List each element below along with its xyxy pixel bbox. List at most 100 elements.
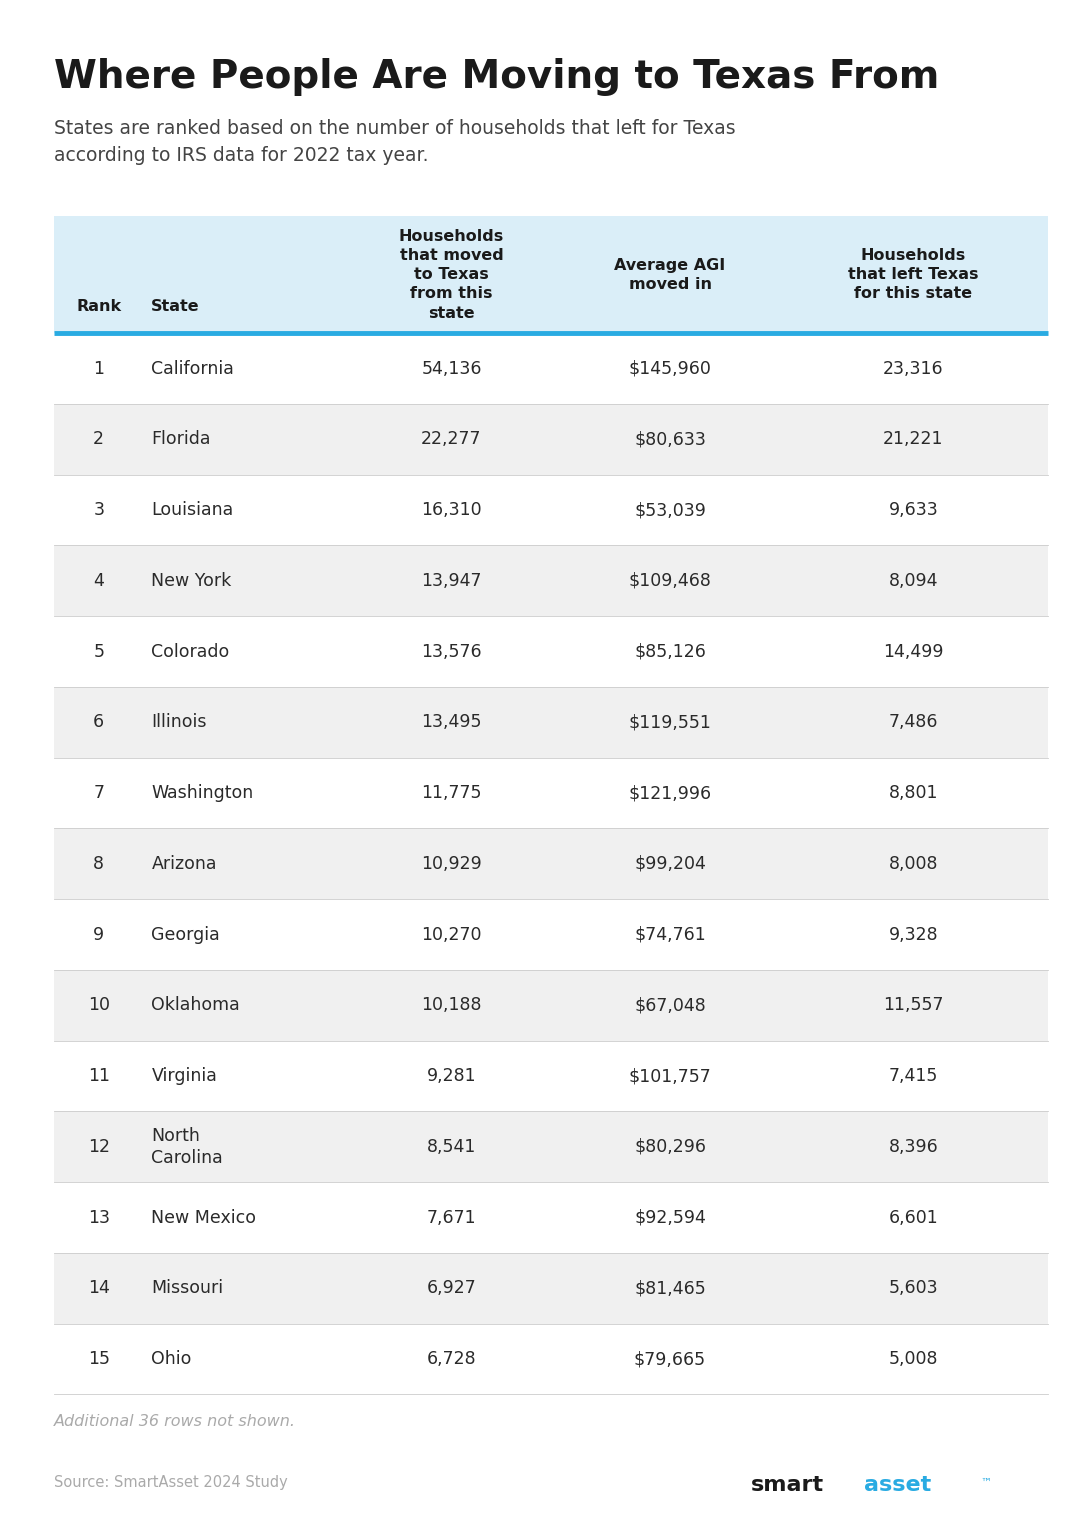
Text: 8,396: 8,396 bbox=[889, 1138, 939, 1155]
Text: 13,495: 13,495 bbox=[421, 713, 482, 732]
Text: $99,204: $99,204 bbox=[634, 855, 706, 873]
Text: 11,775: 11,775 bbox=[421, 783, 482, 802]
Text: $79,665: $79,665 bbox=[634, 1350, 706, 1369]
Text: 6,601: 6,601 bbox=[889, 1209, 939, 1227]
Text: North
Carolina: North Carolina bbox=[151, 1126, 224, 1167]
Text: Ohio: Ohio bbox=[151, 1350, 192, 1369]
Text: 7,671: 7,671 bbox=[427, 1209, 476, 1227]
Bar bbox=[54, 616, 1048, 687]
Text: Missouri: Missouri bbox=[151, 1279, 224, 1297]
Text: $74,761: $74,761 bbox=[634, 925, 706, 943]
Text: New York: New York bbox=[151, 572, 231, 590]
Bar bbox=[54, 546, 1048, 616]
Text: Where People Are Moving to Texas From: Where People Are Moving to Texas From bbox=[54, 58, 940, 96]
Text: Households
that left Texas
for this state: Households that left Texas for this stat… bbox=[848, 248, 978, 302]
Text: $81,465: $81,465 bbox=[634, 1279, 706, 1297]
Text: 8,801: 8,801 bbox=[889, 783, 939, 802]
Text: 13: 13 bbox=[87, 1209, 110, 1227]
Text: 54,136: 54,136 bbox=[421, 360, 482, 378]
Text: $119,551: $119,551 bbox=[629, 713, 712, 732]
Text: 9,328: 9,328 bbox=[889, 925, 939, 943]
Text: 9,633: 9,633 bbox=[889, 501, 939, 520]
Text: 8,541: 8,541 bbox=[427, 1138, 476, 1155]
Text: Rank: Rank bbox=[77, 299, 121, 314]
Text: 5: 5 bbox=[93, 643, 104, 660]
Text: 7: 7 bbox=[93, 783, 104, 802]
Text: 1: 1 bbox=[93, 360, 104, 378]
Text: smart: smart bbox=[751, 1475, 824, 1495]
Text: $121,996: $121,996 bbox=[629, 783, 712, 802]
Text: 11: 11 bbox=[87, 1067, 110, 1085]
Text: 10,188: 10,188 bbox=[421, 997, 482, 1015]
Bar bbox=[54, 829, 1048, 899]
Text: 10,929: 10,929 bbox=[421, 855, 482, 873]
Text: Washington: Washington bbox=[151, 783, 254, 802]
Text: $53,039: $53,039 bbox=[634, 501, 706, 520]
Text: 9: 9 bbox=[93, 925, 105, 943]
Text: 5,008: 5,008 bbox=[889, 1350, 939, 1369]
Text: 4: 4 bbox=[93, 572, 104, 590]
Text: 8,008: 8,008 bbox=[889, 855, 939, 873]
Text: 22,277: 22,277 bbox=[421, 430, 482, 448]
Text: 10: 10 bbox=[87, 997, 110, 1015]
Bar bbox=[54, 687, 1048, 757]
Bar bbox=[54, 474, 1048, 546]
Text: California: California bbox=[151, 360, 234, 378]
Bar bbox=[54, 1183, 1048, 1253]
Text: 13,576: 13,576 bbox=[421, 643, 482, 660]
Text: 6,927: 6,927 bbox=[427, 1279, 476, 1297]
Text: 16,310: 16,310 bbox=[421, 501, 482, 520]
Text: 13,947: 13,947 bbox=[421, 572, 482, 590]
Text: 6,728: 6,728 bbox=[427, 1350, 476, 1369]
Text: $67,048: $67,048 bbox=[634, 997, 706, 1015]
Bar bbox=[54, 1111, 1048, 1183]
Text: 14,499: 14,499 bbox=[883, 643, 944, 660]
Text: $145,960: $145,960 bbox=[629, 360, 712, 378]
Text: $101,757: $101,757 bbox=[629, 1067, 712, 1085]
Bar bbox=[54, 969, 1048, 1041]
Text: Louisiana: Louisiana bbox=[151, 501, 233, 520]
Bar bbox=[54, 1041, 1048, 1111]
Text: Colorado: Colorado bbox=[151, 643, 230, 660]
Text: Average AGI
moved in: Average AGI moved in bbox=[615, 258, 726, 293]
Text: Florida: Florida bbox=[151, 430, 211, 448]
Text: 3: 3 bbox=[93, 501, 104, 520]
Text: Virginia: Virginia bbox=[151, 1067, 217, 1085]
Text: 21,221: 21,221 bbox=[883, 430, 944, 448]
Text: New Mexico: New Mexico bbox=[151, 1209, 256, 1227]
Text: 7,415: 7,415 bbox=[889, 1067, 939, 1085]
Text: Arizona: Arizona bbox=[151, 855, 217, 873]
Text: Source: SmartAsset 2024 Study: Source: SmartAsset 2024 Study bbox=[54, 1475, 287, 1490]
Bar bbox=[54, 1324, 1048, 1394]
Text: $85,126: $85,126 bbox=[634, 643, 706, 660]
Text: Illinois: Illinois bbox=[151, 713, 207, 732]
Text: State: State bbox=[151, 299, 200, 314]
Bar bbox=[54, 404, 1048, 474]
Text: 2: 2 bbox=[93, 430, 104, 448]
Text: States are ranked based on the number of households that left for Texas
accordin: States are ranked based on the number of… bbox=[54, 119, 735, 165]
Text: 8,094: 8,094 bbox=[889, 572, 939, 590]
Text: 23,316: 23,316 bbox=[883, 360, 944, 378]
Bar bbox=[54, 1253, 1048, 1324]
Text: ™: ™ bbox=[981, 1478, 991, 1489]
Text: $109,468: $109,468 bbox=[629, 572, 712, 590]
Text: 7,486: 7,486 bbox=[889, 713, 939, 732]
Text: Additional 36 rows not shown.: Additional 36 rows not shown. bbox=[54, 1414, 296, 1430]
Bar bbox=[54, 334, 1048, 404]
Text: $92,594: $92,594 bbox=[634, 1209, 706, 1227]
Text: 15: 15 bbox=[87, 1350, 110, 1369]
Text: 10,270: 10,270 bbox=[421, 925, 482, 943]
Text: 12: 12 bbox=[87, 1138, 110, 1155]
Text: Oklahoma: Oklahoma bbox=[151, 997, 240, 1015]
Text: 11,557: 11,557 bbox=[883, 997, 944, 1015]
Text: 6: 6 bbox=[93, 713, 105, 732]
Text: $80,296: $80,296 bbox=[634, 1138, 706, 1155]
Text: 14: 14 bbox=[87, 1279, 110, 1297]
Text: 8: 8 bbox=[93, 855, 104, 873]
Text: asset: asset bbox=[864, 1475, 931, 1495]
Bar bbox=[54, 757, 1048, 829]
Bar bbox=[54, 899, 1048, 969]
Text: Georgia: Georgia bbox=[151, 925, 220, 943]
Text: $80,633: $80,633 bbox=[634, 430, 706, 448]
Text: 9,281: 9,281 bbox=[427, 1067, 476, 1085]
